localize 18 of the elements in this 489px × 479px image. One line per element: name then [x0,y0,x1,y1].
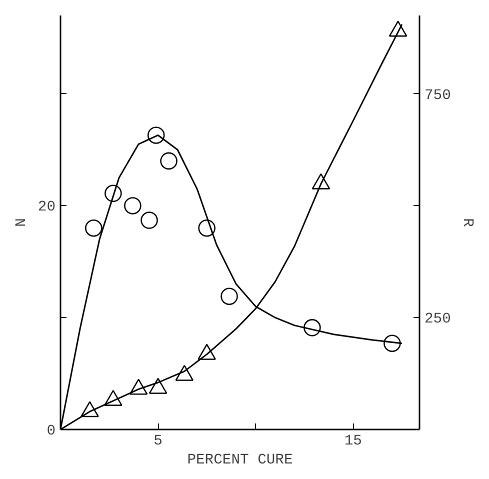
y-tick-label: 0 [46,424,56,440]
point [104,184,122,202]
y2-tick-label: 250 [424,312,451,328]
point [304,319,321,336]
x-tick-label: 15 [344,434,362,450]
point [147,126,165,144]
x-tick-label: 5 [154,434,162,450]
point [160,152,178,170]
y2-axis-title: R [458,218,475,228]
point [85,219,102,237]
point [198,219,216,237]
point [124,197,142,214]
y2-tick-label: 750 [424,88,451,104]
point [140,212,158,229]
y-tick-label: 20 [38,200,56,216]
x-axis-title: PERCENT CURE [187,452,293,468]
y-axis-title: N [14,218,30,227]
point [220,288,238,305]
